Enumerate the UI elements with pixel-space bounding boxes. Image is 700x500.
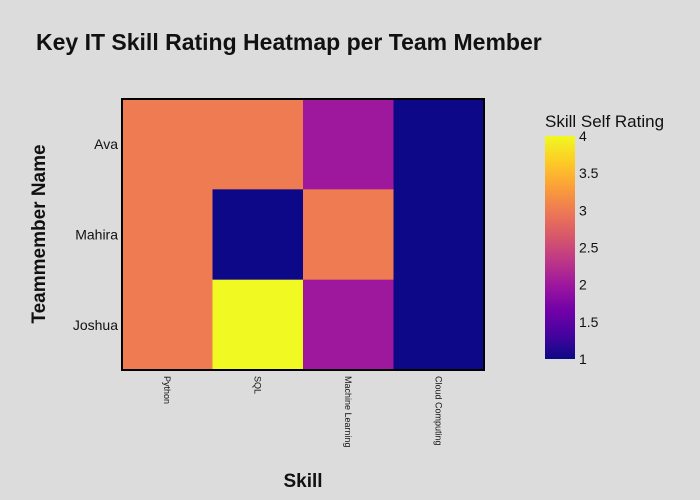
y-tick-joshua: Joshua — [73, 317, 118, 333]
colorbar-tick-1: 1 — [579, 351, 587, 367]
cell-ava-sql — [212, 99, 304, 190]
cell-ava-machine-learning — [303, 99, 394, 190]
colorbar-tick-3: 3 — [579, 202, 587, 218]
cell-mahira-cloud-computing — [393, 189, 485, 281]
colorbar-ticks: 1 1.5 2 2.5 3 3.5 4 — [579, 128, 599, 367]
cell-ava-python — [122, 99, 213, 190]
cell-joshua-machine-learning — [303, 279, 394, 371]
heatmap-cells — [122, 99, 485, 371]
x-tick-machine-learning: Machine Learning — [343, 376, 353, 448]
cell-ava-cloud-computing — [393, 99, 485, 190]
cell-joshua-cloud-computing — [393, 279, 485, 371]
colorbar-tick-3-5: 3.5 — [579, 165, 599, 181]
x-tick-python: Python — [162, 376, 172, 404]
x-axis-title: Skill — [283, 471, 322, 492]
colorbar-tick-4: 4 — [579, 128, 587, 144]
chart-title: Key IT Skill Rating Heatmap per Team Mem… — [36, 29, 542, 55]
colorbar-tick-2: 2 — [579, 277, 587, 293]
cell-mahira-python — [122, 189, 213, 281]
cell-joshua-sql — [212, 279, 304, 371]
x-tick-labels: Python SQL Machine Learning Cloud Computing — [162, 376, 444, 448]
y-axis-title: Teammember Name — [29, 144, 50, 323]
y-tick-labels: Ava Mahira Joshua — [73, 136, 118, 333]
x-tick-sql: SQL — [253, 376, 263, 394]
cell-mahira-machine-learning — [303, 189, 394, 281]
colorbar-title: Skill Self Rating — [545, 112, 664, 131]
y-tick-mahira: Mahira — [75, 227, 118, 243]
x-tick-cloud-computing: Cloud Computing — [434, 376, 444, 446]
y-tick-ava: Ava — [94, 136, 118, 152]
colorbar-tick-2-5: 2.5 — [579, 240, 599, 256]
colorbar — [545, 136, 575, 359]
cell-mahira-sql — [212, 189, 304, 281]
plot-frame — [121, 98, 485, 371]
colorbar-tick-1-5: 1.5 — [579, 314, 599, 330]
cell-joshua-python — [122, 279, 213, 371]
